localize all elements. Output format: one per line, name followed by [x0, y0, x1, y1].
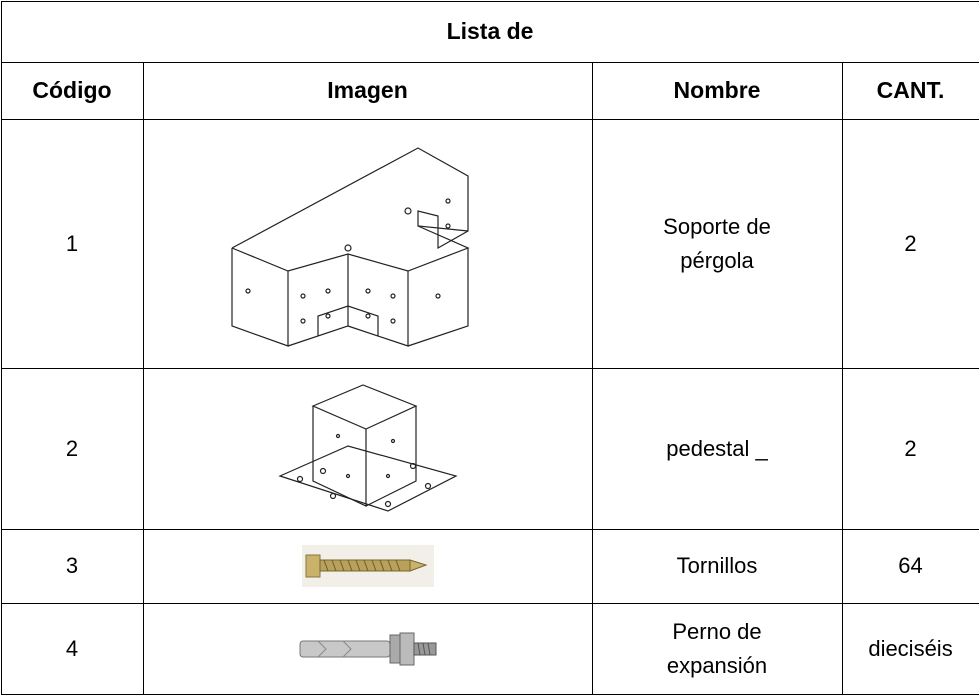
header-cell: Imagen — [143, 62, 592, 119]
code-cell: 1 — [1, 119, 143, 368]
part-name: Perno de expansión — [642, 615, 792, 683]
table-title: Lista de — [1, 1, 979, 62]
screw-image — [302, 545, 434, 587]
image-cell — [143, 529, 592, 603]
anchor-bolt-image — [298, 627, 438, 671]
part-name: pedestal _ — [666, 432, 768, 466]
image-cell — [143, 603, 592, 694]
quantity-cell: 64 — [842, 529, 979, 603]
pergola-bracket-image — [228, 136, 508, 351]
image-cell — [143, 368, 592, 529]
image-cell — [143, 119, 592, 368]
code-cell: 2 — [1, 368, 143, 529]
name-cell: Perno de expansión — [592, 603, 842, 694]
header-cell: Código — [1, 62, 143, 119]
pedestal-image — [278, 381, 458, 516]
part-name: Soporte de pérgola — [642, 210, 792, 278]
name-cell: Soporte de pérgola — [592, 119, 842, 368]
quantity-cell: 2 — [842, 368, 979, 529]
name-cell: Tornillos — [592, 529, 842, 603]
name-cell: pedestal _ — [592, 368, 842, 529]
part-name: Tornillos — [677, 549, 758, 583]
header-cell: CANT. — [842, 62, 979, 119]
header-cell: Nombre — [592, 62, 842, 119]
quantity-cell: dieciséis — [842, 603, 979, 694]
code-cell: 3 — [1, 529, 143, 603]
quantity-cell: 2 — [842, 119, 979, 368]
code-cell: 4 — [1, 603, 143, 694]
